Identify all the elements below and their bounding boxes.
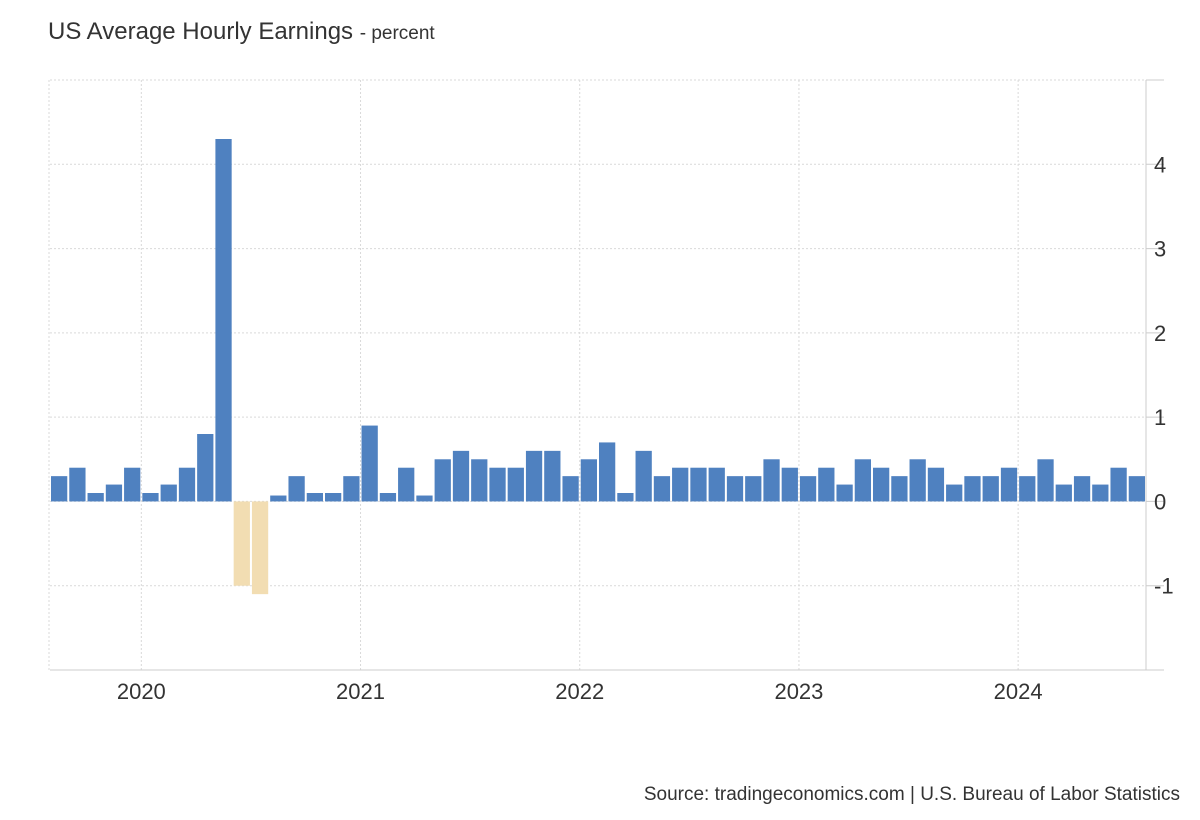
bar-2021-10 [525, 450, 543, 502]
bar-2023-03 [836, 484, 853, 502]
bar-2019-08 [51, 476, 68, 502]
bar-2023-07 [909, 459, 926, 502]
bar-2024-04 [1073, 476, 1091, 502]
chart-title-text: US Average Hourly Earnings [48, 18, 354, 45]
bar-2023-08 [927, 467, 945, 502]
chart-title-unit: - percent [359, 23, 435, 44]
bar-2022-10 [745, 476, 762, 502]
bar-2022-01 [580, 459, 597, 502]
bar-series [51, 139, 1145, 595]
bar-2023-12 [1000, 467, 1018, 502]
y-tick-label: 3 [1154, 237, 1166, 262]
bar-2019-10 [87, 493, 104, 502]
bar-2020-08 [270, 495, 287, 502]
y-tick-label: 1 [1154, 405, 1166, 430]
bar-2021-12 [562, 476, 579, 502]
bar-2020-06 [233, 501, 250, 586]
bar-2023-10 [964, 476, 981, 502]
bar-2020-12 [343, 476, 360, 502]
bar-2023-06 [891, 476, 908, 502]
bar-2022-05 [653, 476, 671, 502]
bar-2020-02 [160, 484, 177, 502]
bar-2021-09 [507, 467, 524, 502]
bar-2020-04 [197, 434, 214, 502]
axes [50, 79, 1164, 671]
bar-2020-10 [306, 493, 323, 502]
x-tick-label: 2024 [994, 679, 1043, 704]
x-tick-label: 2022 [555, 679, 604, 704]
bar-2021-04 [416, 495, 433, 502]
tick-labels: -1 0 1 2 3 4 2020 2021 2022 2023 2024 [117, 152, 1174, 704]
bar-2020-05 [215, 139, 232, 502]
bar-2023-11 [982, 476, 999, 502]
bar-2022-11 [763, 459, 780, 502]
bar-2024-01 [1019, 476, 1036, 502]
bar-2023-09 [946, 484, 963, 502]
bar-2023-05 [873, 467, 890, 502]
bar-2019-11 [105, 484, 123, 502]
bar-2022-02 [599, 442, 616, 502]
x-tick-label: 2020 [117, 679, 166, 704]
bar-2023-04 [854, 459, 871, 502]
bar-2021-11 [544, 450, 561, 502]
bar-2019-12 [124, 467, 141, 502]
y-tick-label: 4 [1154, 152, 1166, 177]
bar-2022-07 [690, 467, 707, 502]
y-tick-label: 0 [1154, 489, 1166, 514]
bar-2024-03 [1055, 484, 1072, 502]
x-tick-label: 2021 [336, 679, 385, 704]
bar-2021-05 [434, 459, 451, 502]
bar-2022-09 [726, 476, 744, 502]
x-tick-label: 2023 [774, 679, 823, 704]
bar-2021-02 [379, 493, 397, 502]
bar-2020-03 [178, 467, 196, 502]
bar-2022-04 [635, 450, 652, 502]
bar-2022-06 [672, 467, 689, 502]
bar-2020-11 [325, 493, 342, 502]
bar-2020-07 [251, 501, 269, 595]
bar-2019-09 [69, 467, 86, 502]
grid-lines [48, 79, 1146, 670]
y-tick-label: -1 [1154, 574, 1174, 599]
bar-2023-01 [799, 476, 817, 502]
bar-2024-05 [1092, 484, 1109, 502]
bar-2021-01 [361, 425, 378, 502]
y-tick-label: 2 [1154, 321, 1166, 346]
bar-2024-02 [1037, 459, 1054, 502]
source-attribution: Source: tradingeconomics.com | U.S. Bure… [643, 784, 1180, 805]
bar-2021-07 [471, 459, 488, 502]
bar-2024-07 [1128, 476, 1145, 502]
bar-2021-03 [398, 467, 415, 502]
bar-2022-03 [617, 493, 634, 502]
bar-2023-02 [818, 467, 835, 502]
bar-2021-06 [452, 450, 470, 502]
bar-2024-06 [1110, 467, 1127, 502]
bar-2022-08 [708, 467, 725, 502]
bar-2020-01 [142, 493, 159, 502]
bar-2020-09 [288, 476, 305, 502]
bar-2021-08 [489, 467, 506, 502]
chart-title: US Average Hourly Earnings - percent [48, 18, 435, 46]
bar-2022-12 [781, 467, 798, 502]
